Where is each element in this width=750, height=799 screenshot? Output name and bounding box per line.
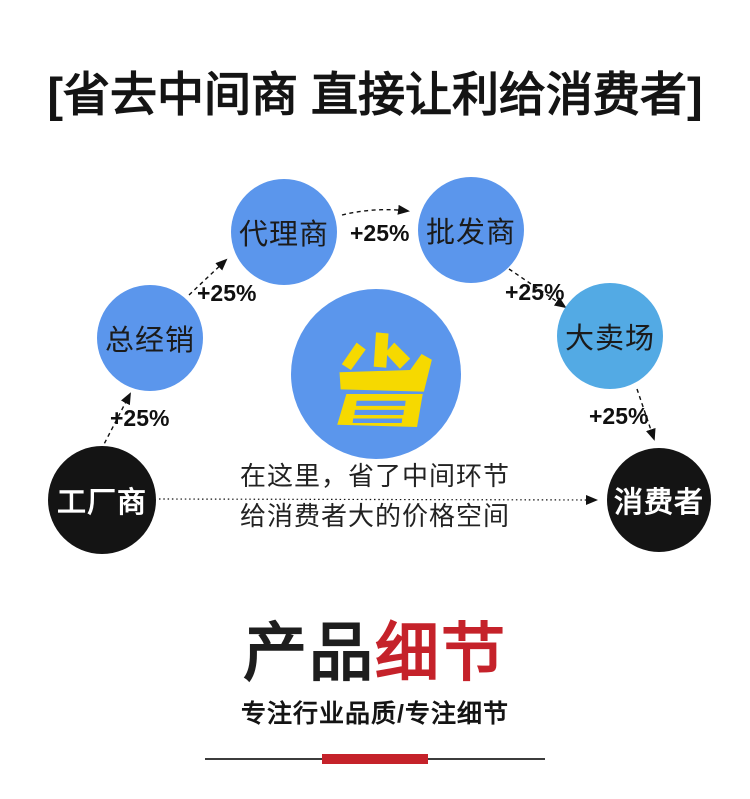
diagram-connectors [100,204,656,505]
center-message-line2: 给消费者大的价格空间 [239,501,510,531]
node-distributor-label: 总经销 [104,325,195,357]
center-message: 在这里，省了中间环节 给消费者大的价格空间 [180,456,570,536]
section-heading: 产品细节 [0,618,750,688]
node-save-center [291,289,461,459]
node-consumer-label: 消费者 [613,487,704,519]
section-heading-red: 细节 [375,617,507,689]
node-wholesaler: 批发商 [418,177,524,283]
node-factory-label: 工厂商 [56,487,147,519]
divider-red-bar [322,754,428,764]
node-agent-label: 代理商 [238,219,329,251]
section-subtitle: 专注行业品质/专注细节 [241,700,509,728]
arrow-hypermarket-consumer [636,388,656,441]
node-agent: 代理商 [231,179,337,285]
page-title: [省去中间商 直接让利给消费者] [47,68,703,121]
node-hypermarket: 大卖场 [557,283,663,389]
arrow-wholesaler-hypermarket [508,268,567,309]
section-divider [205,754,545,764]
node-factory: 工厂商 [48,446,156,554]
node-distributor: 总经销 [97,285,203,391]
section-heading-black: 产品 [243,617,375,689]
arrow-factory-distributor [100,392,131,451]
arrow-distributor-agent [188,258,228,296]
supply-chain-diagram: 总经销 代理商 批发商 大卖场 工厂商 消费者 [0,160,750,590]
arrow-agent-wholesaler [341,204,410,216]
node-consumer: 消费者 [607,448,711,552]
markup-label-5: +25% [589,403,649,429]
markup-label-2: +25% [197,280,257,306]
product-detail-section: 产品细节 专注行业品质/专注细节 [0,618,750,764]
markup-label-4: +25% [505,279,565,305]
save-box-icon [337,332,432,427]
center-message-line1: 在这里，省了中间环节 [239,461,510,491]
node-hypermarket-label: 大卖场 [564,323,655,355]
node-wholesaler-label: 批发商 [425,217,516,249]
markup-label-1: +25% [110,405,170,431]
markup-label-3: +25% [350,220,410,246]
